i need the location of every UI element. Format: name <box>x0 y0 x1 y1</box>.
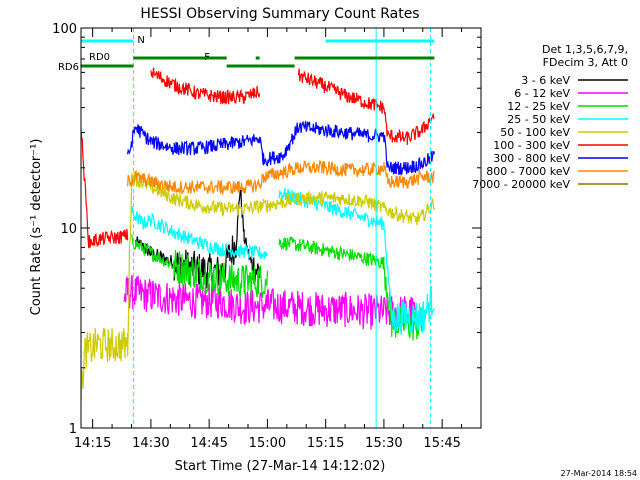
y-tick-label-1: 10 <box>60 222 77 237</box>
x-tick-label-5: 15:30 <box>365 436 402 451</box>
annotation-label-rd0: RD0 <box>89 52 110 63</box>
y-tick-label-0: 1 <box>69 422 77 437</box>
plot-area: NFRD0RD6 <box>58 28 435 428</box>
x-tick-label-6: 15:45 <box>423 436 460 451</box>
legend-entry-2: 12 - 25 keV <box>507 100 570 113</box>
x-tick-label-0: 14:15 <box>74 436 111 451</box>
legend: Det 1,3,5,6,7,9, FDecim 3, Att 0 3 - 6 k… <box>472 43 628 191</box>
legend-entry-1: 6 - 12 keV <box>514 87 570 100</box>
legend-entry-7: 800 - 7000 keV <box>486 165 570 178</box>
series-line-4 <box>80 170 435 401</box>
series-line-7 <box>127 159 435 196</box>
annotation-label-rd6: RD6 <box>58 62 79 73</box>
legend-entry-5: 100 - 300 keV <box>493 139 570 152</box>
legend-header-line-1: Det 1,3,5,6,7,9, <box>542 43 628 56</box>
legend-entry-3: 25 - 50 keV <box>507 113 570 126</box>
chart-title: HESSI Observing Summary Count Rates <box>140 6 419 22</box>
series-line-2 <box>130 234 424 341</box>
legend-header-line-2: FDecim 3, Att 0 <box>543 56 628 69</box>
legend-entry-0: 3 - 6 keV <box>521 74 570 87</box>
y-tick-label-2: 100 <box>52 22 77 37</box>
legend-entry-6: 300 - 800 keV <box>493 152 570 165</box>
series-line-6 <box>127 120 435 177</box>
x-tick-label-4: 15:15 <box>307 436 344 451</box>
x-tick-label-2: 14:45 <box>190 436 227 451</box>
x-axis-label: Start Time (27-Mar-14 14:12:02) <box>175 459 386 474</box>
x-tick-label-3: 15:00 <box>249 436 286 451</box>
annotation-label-n: N <box>137 35 144 46</box>
legend-entry-8: 7000 - 20000 keV <box>472 178 570 191</box>
footer-timestamp: 27-Mar-2014 18:54 <box>561 469 638 478</box>
series-line-3 <box>130 188 435 335</box>
legend-entry-4: 50 - 100 keV <box>500 126 570 139</box>
y-axis-label: Count Rate (s⁻¹ detector⁻¹) <box>29 139 44 316</box>
series-line-5 <box>80 67 435 249</box>
x-tick-label-1: 14:30 <box>132 436 169 451</box>
series-line-1 <box>123 275 416 330</box>
plot-frame <box>80 27 482 429</box>
